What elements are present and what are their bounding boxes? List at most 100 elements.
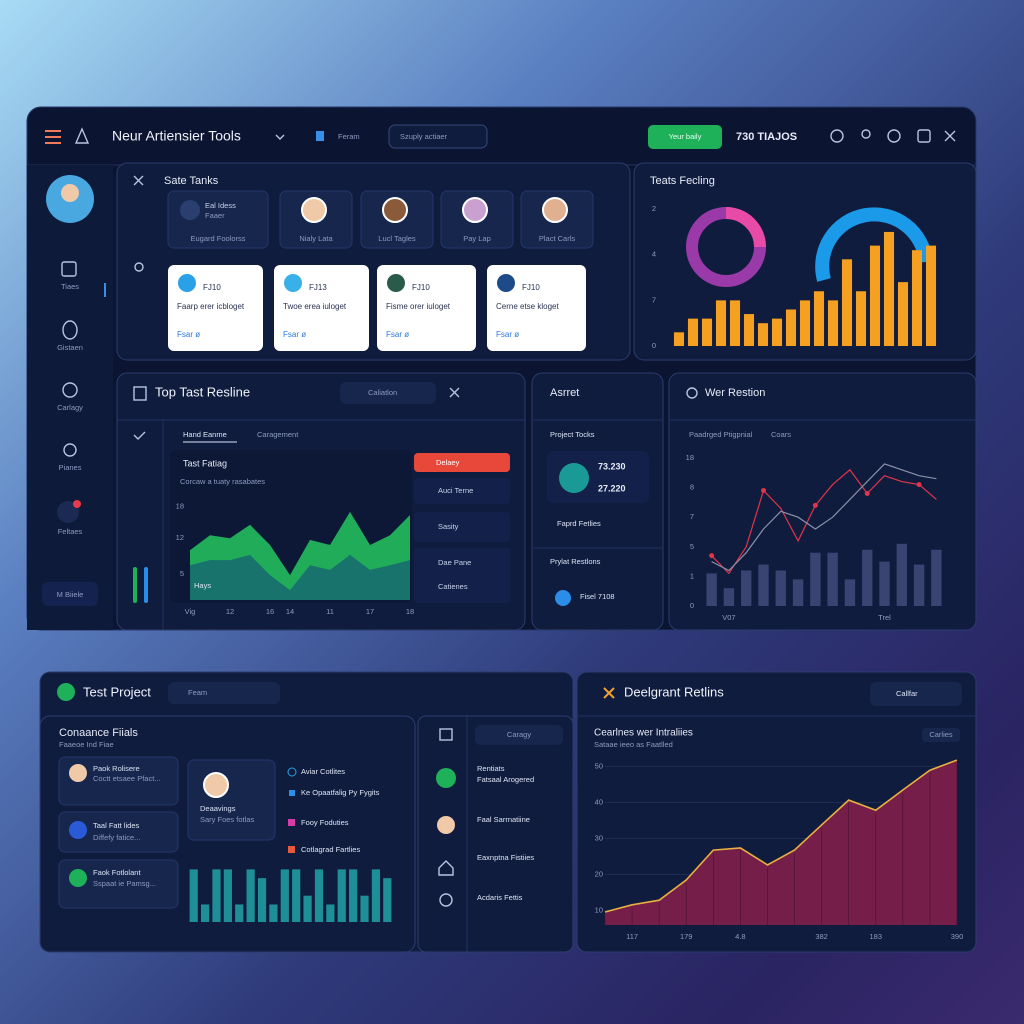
nav-icon[interactable] (57, 501, 79, 523)
y-tick-label: 12 (176, 533, 184, 542)
search-box[interactable] (168, 682, 280, 704)
indicator (133, 567, 137, 603)
chart-title: Wer Restion (705, 387, 765, 399)
y-tick-label: 8 (690, 483, 694, 492)
list-item[interactable]: Ke Opaatfalig Py Fygits (301, 788, 380, 797)
bar (687, 318, 699, 346)
card-link[interactable]: Fsar ø (283, 330, 306, 339)
nav-label[interactable]: Gistaen (57, 343, 83, 352)
y-tick-label: 1 (690, 571, 694, 580)
bar (799, 300, 811, 346)
item-title[interactable]: Acdaris Fettis (477, 893, 523, 902)
x-tick-label: 18 (406, 607, 414, 616)
tab[interactable]: Feram (338, 132, 360, 141)
area-line (604, 759, 958, 913)
ring-decoration (725, 207, 766, 248)
panel-icon (603, 687, 615, 699)
avatar (69, 821, 87, 839)
menu-item[interactable] (414, 512, 510, 542)
list-item[interactable]: Fisel 7108 (580, 592, 615, 601)
tag[interactable] (922, 728, 960, 742)
search-box[interactable] (340, 382, 436, 404)
list-item[interactable]: Fooy Foduties (301, 818, 349, 827)
category-button[interactable] (475, 725, 563, 745)
list-card[interactable] (58, 859, 179, 909)
nav-label[interactable]: Tiaes (61, 282, 79, 291)
home-icon[interactable] (438, 860, 454, 876)
nav-icon[interactable] (62, 382, 78, 398)
item-title[interactable]: Rentiats (477, 764, 505, 773)
card-link[interactable]: Fsar ø (177, 330, 200, 339)
bar (841, 259, 853, 346)
item-title[interactable]: Eaxnptna Fistiies (477, 853, 534, 862)
profile-card[interactable] (187, 759, 276, 841)
list-card[interactable] (58, 756, 179, 806)
card-link[interactable]: Fsar ø (386, 330, 409, 339)
list-icon (288, 819, 295, 826)
header-icons[interactable] (830, 129, 956, 143)
area (605, 760, 957, 925)
nav-icon[interactable] (62, 320, 78, 340)
button-label: Yeur baily (669, 132, 702, 141)
person-name: Eal Idess (205, 201, 236, 210)
list-item[interactable]: Prylat Restlons (550, 557, 601, 566)
bar (349, 869, 358, 922)
bar (303, 895, 312, 922)
search-icon[interactable] (134, 262, 144, 272)
area (190, 554, 410, 600)
filter-button[interactable] (870, 682, 962, 706)
avatar (69, 869, 87, 887)
tab[interactable]: Caragement (257, 430, 299, 439)
menu-item[interactable] (414, 548, 510, 603)
list-item[interactable]: Aviar Cotlites (301, 767, 345, 776)
list-card[interactable] (58, 811, 179, 853)
menu-icon[interactable] (45, 130, 61, 144)
card-icon (387, 274, 405, 292)
menu-label: Dae Pane (438, 558, 471, 567)
tab[interactable]: Hand Eanme (183, 430, 227, 439)
nav-label[interactable]: M Biiele (57, 590, 84, 599)
dropdown[interactable] (388, 124, 488, 149)
check-icon[interactable] (133, 431, 146, 440)
person-label: Eugard Foolorss (190, 234, 245, 243)
item-title[interactable]: Faal Sarrnatiine (477, 815, 530, 824)
close-icon[interactable] (133, 175, 144, 186)
nav-icon[interactable] (63, 443, 77, 457)
menu-item-active[interactable] (414, 453, 510, 472)
item-title[interactable]: Fatsaal Arogered (477, 775, 534, 784)
x-tick-label: 12 (226, 607, 234, 616)
menu-label: Auci Terne (438, 486, 473, 495)
point (916, 482, 922, 488)
close-icon[interactable] (449, 387, 460, 398)
bar (383, 878, 392, 922)
chevron[interactable] (275, 134, 285, 140)
sidebar-button[interactable] (42, 582, 98, 606)
nav-label[interactable]: Pianes (59, 463, 82, 472)
point (761, 488, 766, 494)
nav-label[interactable]: Carlagy (57, 403, 83, 412)
panel-title: Top Tast Resline (155, 384, 250, 399)
card-link[interactable]: Fsar ø (496, 330, 519, 339)
nav-icon[interactable] (61, 261, 77, 277)
bar (743, 314, 755, 346)
y-tick-label: 18 (176, 502, 184, 511)
search-placeholder: Caliatlon (368, 388, 397, 397)
nav-label[interactable]: Feltaes (58, 527, 83, 536)
list-item[interactable]: Cotlagrad Fartlies (301, 845, 360, 854)
bar (813, 291, 825, 346)
x-tick-label: 14 (286, 607, 294, 616)
clock-icon[interactable] (439, 893, 453, 907)
nav-icon[interactable] (439, 728, 453, 741)
primary-button[interactable] (648, 125, 722, 149)
menu-item[interactable] (414, 478, 510, 504)
list-icon (288, 846, 295, 853)
avatar (203, 772, 229, 798)
bar (223, 869, 232, 922)
chart-title: Tast Fatiag (183, 458, 227, 468)
list-item[interactable]: Faprd Fetlies (557, 519, 601, 528)
bar (827, 552, 838, 606)
bar (925, 245, 937, 346)
avatar (437, 816, 455, 834)
panel-title: Sate Tanks (164, 175, 219, 187)
